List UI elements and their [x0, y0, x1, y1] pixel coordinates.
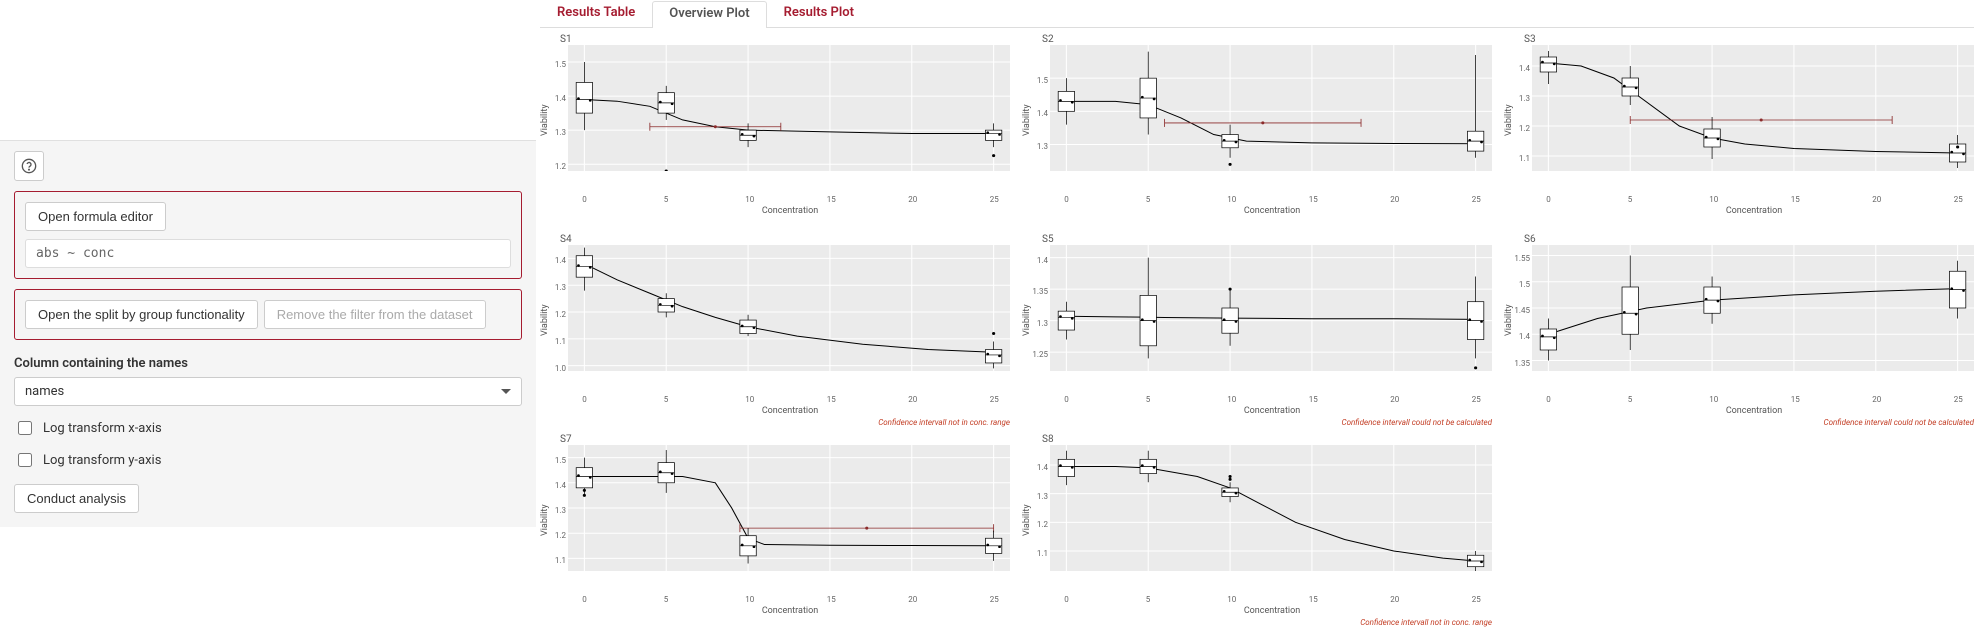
- x-axis-label: Concentration: [1052, 606, 1492, 616]
- y-ticks: 1.41.31.21.11.0: [552, 247, 568, 369]
- log-x-checkbox-row[interactable]: Log transform x-axis: [14, 418, 522, 438]
- formula-section: Open formula editor abs ~ conc: [14, 191, 522, 279]
- plot-title: S2: [1042, 34, 1492, 45]
- warning-text: Confidence intervall not in conc. range: [540, 418, 1010, 428]
- x-ticks: 0510152025: [570, 395, 1010, 405]
- warning-text: [540, 618, 1010, 628]
- tabs: Results TableOverview PlotResults Plot: [540, 0, 1974, 28]
- settings-panel: Open formula editor abs ~ conc Open the …: [0, 0, 536, 635]
- log-y-checkbox[interactable]: [18, 453, 32, 467]
- x-axis-label: Concentration: [570, 406, 1010, 416]
- y-ticks: 1.41.351.31.25: [1034, 247, 1050, 369]
- x-axis-label: Concentration: [570, 206, 1010, 216]
- y-axis-label: Viability: [540, 245, 552, 395]
- y-axis-label: Viability: [540, 45, 552, 195]
- y-axis-label: Viability: [1022, 445, 1034, 595]
- tab-results-table[interactable]: Results Table: [540, 0, 652, 27]
- x-ticks: 0510152025: [570, 595, 1010, 605]
- log-y-checkbox-row[interactable]: Log transform y-axis: [14, 450, 522, 470]
- open-formula-editor-button[interactable]: Open formula editor: [25, 202, 166, 231]
- log-x-checkbox[interactable]: [18, 421, 32, 435]
- y-axis-label: Viability: [1504, 45, 1516, 195]
- help-circle-icon: [21, 158, 37, 174]
- names-column-select[interactable]: names: [14, 377, 522, 406]
- x-axis-label: Concentration: [1534, 206, 1974, 216]
- chart-svg: [568, 445, 1010, 571]
- warning-text: Confidence intervall not in conc. range: [1022, 618, 1492, 628]
- tab-results-plot[interactable]: Results Plot: [767, 0, 871, 27]
- x-axis-label: Concentration: [570, 606, 1010, 616]
- warning-text: [1022, 218, 1492, 228]
- chart-svg: [568, 45, 1010, 171]
- tab-overview-plot[interactable]: Overview Plot: [652, 1, 766, 28]
- chevron-down-icon: [501, 389, 511, 394]
- names-column-value: names: [25, 384, 64, 399]
- chart-svg: [1050, 45, 1492, 171]
- chart-svg: [568, 245, 1010, 371]
- log-y-label: Log transform y-axis: [43, 453, 161, 468]
- open-split-by-group-button[interactable]: Open the split by group functionality: [25, 300, 258, 329]
- plots-grid: S1Viability1.51.41.31.20510152025Concent…: [540, 32, 1974, 628]
- y-ticks: 1.51.41.31.2: [552, 47, 568, 169]
- plot-s7: S7 Viability1.51.41.31.21.1 0510152025Conc…: [540, 432, 1010, 628]
- y-axis-label: Viability: [1022, 245, 1034, 395]
- plot-title: S3: [1524, 34, 1974, 45]
- warning-text: Confidence intervall could not be calcul…: [1504, 418, 1974, 428]
- plot-s5: S5 Viability1.41.351.31.25 0510152025Conce…: [1022, 232, 1492, 428]
- y-ticks: 1.41.31.21.1: [1516, 47, 1532, 169]
- y-ticks: 1.51.41.31.21.1: [552, 447, 568, 569]
- x-axis-label: Concentration: [1534, 406, 1974, 416]
- y-ticks: 1.51.41.3: [1034, 47, 1050, 169]
- results-panel: Results TableOverview PlotResults Plot S…: [536, 0, 1984, 635]
- x-ticks: 0510152025: [1052, 195, 1492, 205]
- x-ticks: 0510152025: [1052, 395, 1492, 405]
- x-ticks: 0510152025: [1052, 595, 1492, 605]
- plot-s2: S2 Viability1.51.41.3 0510152025Concentrat…: [1022, 32, 1492, 228]
- formula-display: abs ~ conc: [25, 239, 511, 268]
- help-button[interactable]: [14, 151, 44, 181]
- plot-title: S1: [560, 34, 1010, 45]
- plot-s3: S3 Viability1.41.31.21.1 0510152025Concent…: [1504, 32, 1974, 228]
- plot-s8: S8 Viability1.41.31.21.1 0510152025Concent…: [1022, 432, 1492, 628]
- warning-text: [1504, 218, 1974, 228]
- warning-text: [540, 218, 1010, 228]
- chart-svg: [1532, 245, 1974, 371]
- y-ticks: 1.41.31.21.1: [1034, 447, 1050, 569]
- y-axis-label: Viability: [1022, 45, 1034, 195]
- plot-title: S4: [560, 234, 1010, 245]
- remove-filter-button[interactable]: Remove the filter from the dataset: [264, 300, 486, 329]
- log-x-label: Log transform x-axis: [43, 421, 162, 436]
- plot-title: S5: [1042, 234, 1492, 245]
- conduct-analysis-button[interactable]: Conduct analysis: [14, 484, 139, 513]
- plot-title: S6: [1524, 234, 1974, 245]
- plot-s6: S6Viability1.551.51.451.41.350510152025C…: [1504, 232, 1974, 428]
- x-axis-label: Concentration: [1052, 406, 1492, 416]
- y-axis-label: Viability: [1504, 245, 1516, 395]
- chart-svg: [1050, 245, 1492, 371]
- split-filter-section: Open the split by group functionality Re…: [14, 289, 522, 340]
- chart-svg: [1050, 445, 1492, 571]
- chart-svg: [1532, 45, 1974, 171]
- y-ticks: 1.551.51.451.41.35: [1516, 247, 1532, 369]
- y-axis-label: Viability: [540, 445, 552, 595]
- names-column-label: Column containing the names: [14, 356, 522, 371]
- plot-title: S8: [1042, 434, 1492, 445]
- x-ticks: 0510152025: [1534, 195, 1974, 205]
- plot-title: S7: [560, 434, 1010, 445]
- warning-text: Confidence intervall could not be calcul…: [1022, 418, 1492, 428]
- x-axis-label: Concentration: [1052, 206, 1492, 216]
- plot-s1: S1 Viability1.51.41.31.2 0510152025Concent…: [540, 32, 1010, 228]
- x-ticks: 0510152025: [1534, 395, 1974, 405]
- x-ticks: 0510152025: [570, 195, 1010, 205]
- plot-s4: S4 Viability1.41.31.21.11.0 0510152025Conc…: [540, 232, 1010, 428]
